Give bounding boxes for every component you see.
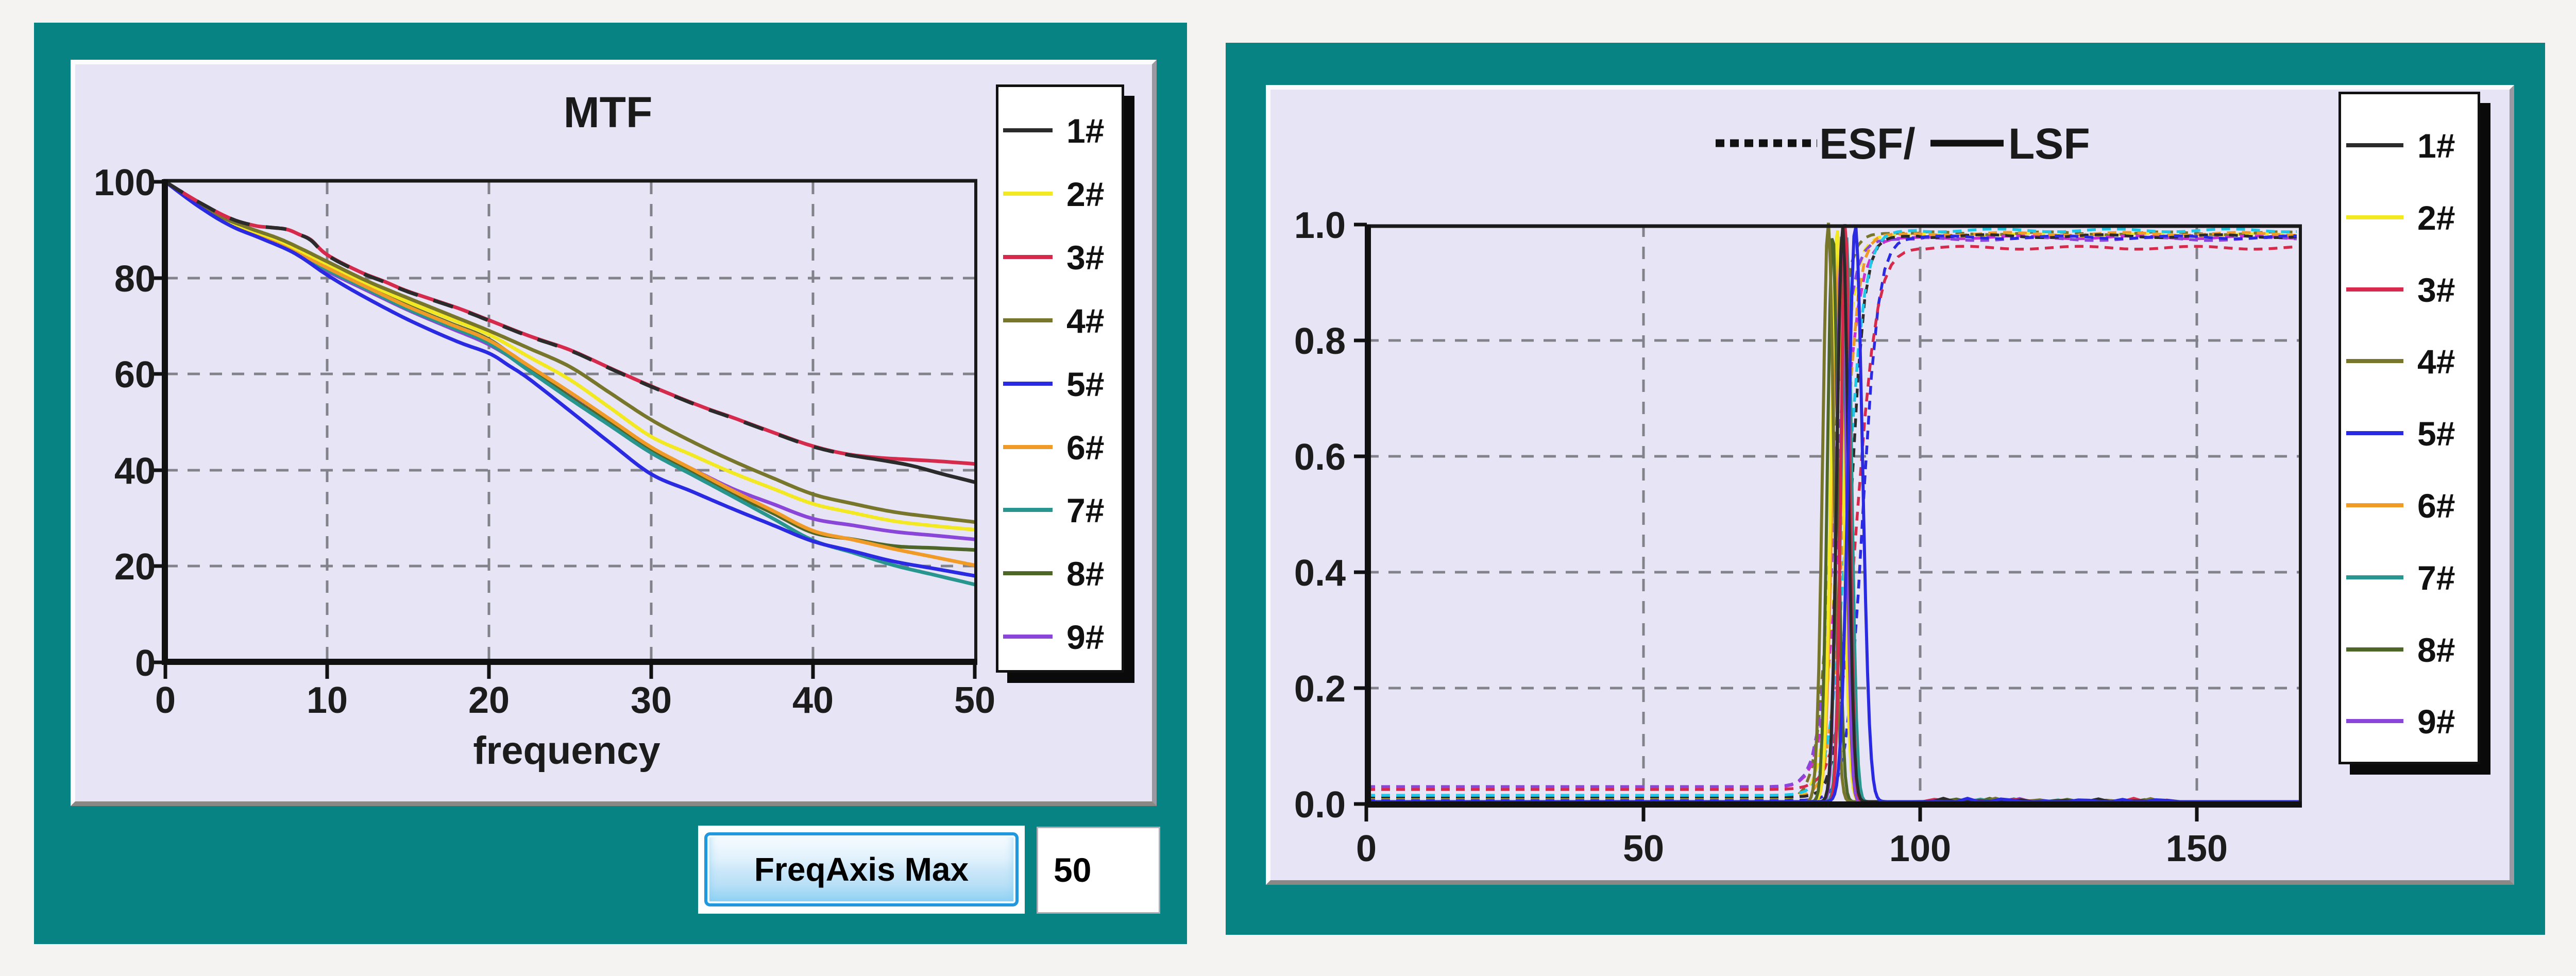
- svg-text:100: 100: [1889, 828, 1951, 869]
- svg-text:4#: 4#: [1066, 302, 1104, 340]
- svg-text:20: 20: [468, 680, 510, 721]
- svg-text:40: 40: [792, 680, 834, 721]
- svg-text:9#: 9#: [2417, 703, 2455, 741]
- svg-text:40: 40: [114, 451, 156, 492]
- svg-text:MTF: MTF: [564, 88, 653, 136]
- svg-text:5#: 5#: [2417, 415, 2455, 453]
- svg-text:0.6: 0.6: [1294, 437, 1346, 478]
- svg-text:80: 80: [114, 259, 156, 300]
- svg-text:1#: 1#: [2417, 127, 2455, 165]
- svg-text:50: 50: [954, 680, 995, 721]
- svg-text:8#: 8#: [1066, 555, 1104, 593]
- svg-text:30: 30: [631, 680, 672, 721]
- svg-text:60: 60: [114, 354, 156, 396]
- svg-text:frequency: frequency: [473, 729, 660, 773]
- svg-text:1#: 1#: [1066, 112, 1104, 150]
- svg-text:0.2: 0.2: [1294, 669, 1346, 710]
- svg-text:7#: 7#: [2417, 559, 2455, 597]
- svg-text:20: 20: [114, 546, 156, 588]
- svg-text:10: 10: [307, 680, 348, 721]
- svg-text:6#: 6#: [1066, 429, 1104, 467]
- svg-text:2#: 2#: [1066, 175, 1104, 213]
- svg-text:1.0: 1.0: [1294, 205, 1346, 246]
- svg-text:LSF: LSF: [2008, 119, 2090, 168]
- svg-text:4#: 4#: [2417, 343, 2455, 381]
- svg-text:ESF/: ESF/: [1819, 119, 1916, 168]
- svg-text:2#: 2#: [2417, 199, 2455, 237]
- svg-text:6#: 6#: [2417, 487, 2455, 525]
- svg-text:0.0: 0.0: [1294, 784, 1346, 826]
- svg-text:3#: 3#: [1066, 238, 1104, 277]
- svg-text:50: 50: [1623, 828, 1664, 869]
- svg-text:0: 0: [155, 680, 176, 721]
- svg-text:0.4: 0.4: [1294, 553, 1346, 594]
- svg-text:0: 0: [1356, 828, 1377, 869]
- svg-text:3#: 3#: [2417, 271, 2455, 309]
- svg-text:5#: 5#: [1066, 365, 1104, 403]
- svg-text:8#: 8#: [2417, 631, 2455, 669]
- svg-text:9#: 9#: [1066, 618, 1104, 656]
- svg-text:7#: 7#: [1066, 491, 1104, 529]
- svg-text:150: 150: [2166, 828, 2228, 869]
- svg-text:0: 0: [135, 643, 156, 684]
- svg-text:100: 100: [94, 162, 156, 203]
- svg-text:0.8: 0.8: [1294, 321, 1346, 362]
